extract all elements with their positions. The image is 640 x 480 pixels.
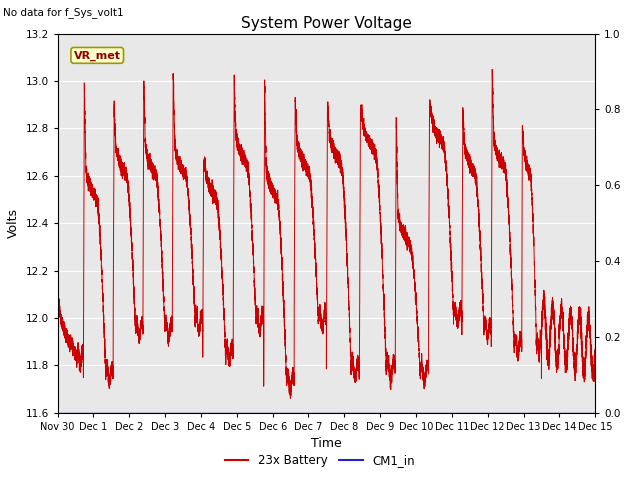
Title: System Power Voltage: System Power Voltage bbox=[241, 16, 412, 31]
X-axis label: Time: Time bbox=[311, 437, 342, 450]
Legend: 23x Battery, CM1_in: 23x Battery, CM1_in bbox=[220, 449, 420, 472]
Text: VR_met: VR_met bbox=[74, 50, 121, 60]
Text: No data for f_Sys_volt1: No data for f_Sys_volt1 bbox=[3, 7, 124, 18]
Y-axis label: Volts: Volts bbox=[7, 208, 20, 238]
